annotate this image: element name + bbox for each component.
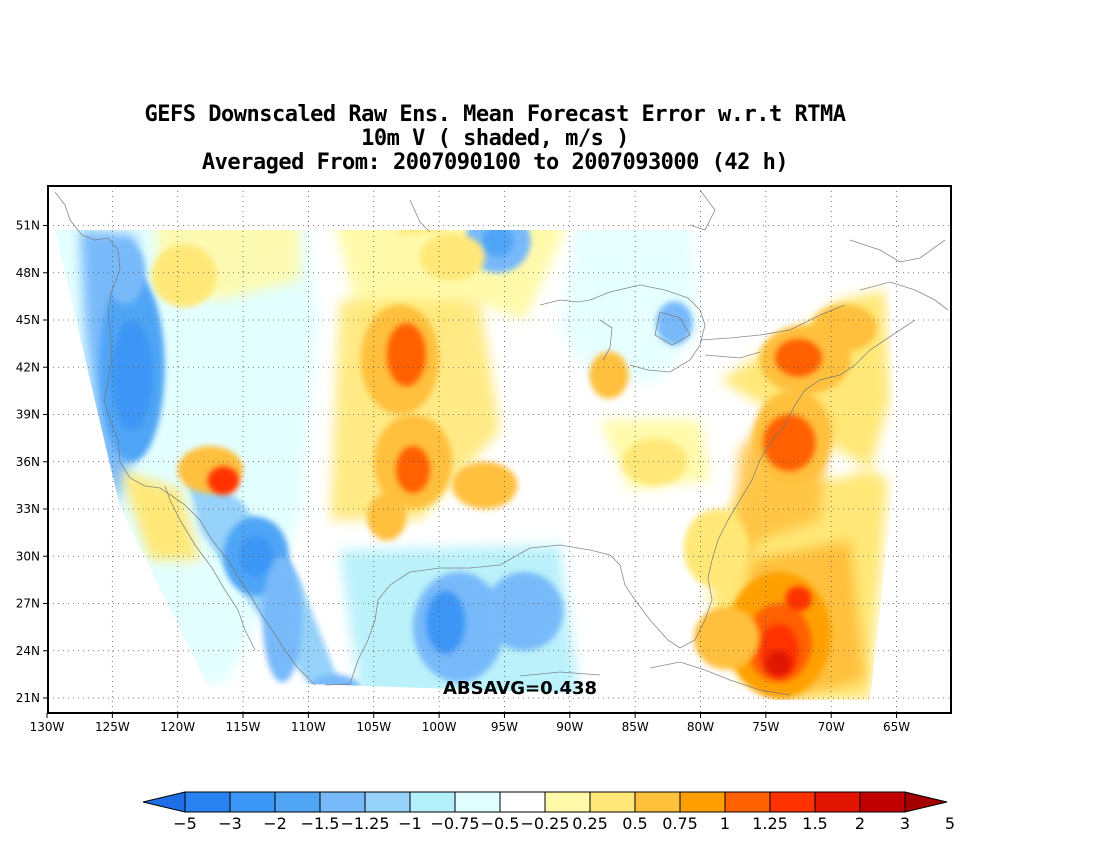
colorbar-low-arrow — [142, 791, 186, 813]
colorbar-label: 2 — [855, 814, 865, 833]
anomaly-region — [105, 241, 145, 305]
lat-tick-label: 39N — [16, 408, 40, 422]
anomaly-region — [785, 586, 812, 612]
lon-tick-label: 90W — [556, 720, 583, 734]
anomaly-region — [207, 466, 240, 495]
lat-tick-label: 30N — [16, 549, 40, 563]
colorbar-swatch — [319, 791, 366, 813]
anomaly-region — [763, 414, 816, 472]
colorbar-label: −5 — [173, 814, 197, 833]
colorbar-swatch — [409, 791, 456, 813]
colorbar-swatch — [454, 791, 501, 813]
colorbar-label: −3 — [218, 814, 242, 833]
chart-title: GEFS Downscaled Raw Ens. Mean Forecast E… — [0, 103, 990, 175]
lat-tick-label: 21N — [16, 691, 40, 705]
anomaly-region — [367, 493, 407, 541]
lon-tick-label: 85W — [622, 720, 649, 734]
anomaly-region — [765, 650, 793, 677]
title-line-2: 10m V ( shaded, m/s ) — [361, 126, 629, 151]
colorbar-swatch — [769, 791, 816, 813]
anomaly-region — [452, 461, 518, 509]
lat-axis: 51N 48N 45N 42N 39N 36N 33N 30N 27N 24N 21N — [16, 219, 48, 705]
anomaly-region — [151, 244, 217, 308]
colorbar-label: 0.75 — [662, 814, 698, 833]
colorbar-swatch — [184, 791, 231, 813]
lon-tick-label: 110W — [291, 720, 326, 734]
lon-tick-label: 80W — [687, 720, 714, 734]
colorbar-swatch — [544, 791, 591, 813]
lon-tick-label: 130W — [30, 720, 65, 734]
lon-tick-label: 100W — [422, 720, 457, 734]
anomaly-region — [811, 304, 877, 352]
colorbar-swatch — [724, 791, 771, 813]
title-line-1: GEFS Downscaled Raw Ens. Mean Forecast E… — [144, 102, 846, 127]
lon-axis: 130W 125W 120W 115W 110W 105W 100W 95W 90W 85W 80W… — [30, 713, 910, 734]
lon-tick-label: 115W — [226, 720, 261, 734]
colorbar-label: 3 — [900, 814, 910, 833]
colorbar-label: 0.5 — [622, 814, 647, 833]
colorbar-swatch — [229, 791, 276, 813]
colorbar-swatch — [499, 791, 546, 813]
anomaly-region — [775, 338, 822, 377]
anomaly-region — [396, 446, 430, 494]
colorbar-swatch — [814, 791, 861, 813]
colorbar: −5 −3 −2 −1.5 −1.25 −1 −0.75 −0.5 −0.25 0.25 0.5 0.… — [142, 791, 955, 833]
colorbar-label: 1.25 — [752, 814, 788, 833]
lat-tick-label: 24N — [16, 644, 40, 658]
map-plot — [48, 186, 951, 713]
anomaly-region — [419, 233, 485, 281]
lon-tick-label: 120W — [160, 720, 195, 734]
anomaly-region — [111, 320, 153, 431]
lat-tick-label: 36N — [16, 455, 40, 469]
title-line-3: Averaged From: 2007090100 to 2007093000 … — [201, 150, 789, 175]
lon-tick-label: 75W — [752, 720, 779, 734]
lon-tick-label: 70W — [818, 720, 845, 734]
colorbar-label: 5 — [945, 814, 955, 833]
colorbar-label: 0.25 — [572, 814, 608, 833]
colorbar-swatch — [634, 791, 681, 813]
lat-tick-label: 42N — [16, 360, 40, 374]
anomaly-region — [262, 556, 302, 683]
anomaly-region — [386, 323, 426, 387]
colorbar-label: 1 — [720, 814, 730, 833]
lon-tick-label: 65W — [883, 720, 910, 734]
colorbar-swatch — [589, 791, 636, 813]
plot-frame — [47, 185, 952, 714]
lat-tick-label: 51N — [16, 219, 40, 233]
anomaly-region — [656, 301, 693, 346]
colorbar-label: −1.5 — [301, 814, 340, 833]
colorbar-label: −1.25 — [340, 814, 389, 833]
lon-tick-label: 95W — [491, 720, 518, 734]
colorbar-label: −0.25 — [520, 814, 569, 833]
absavg-annotation: ABSAVG=0.438 — [443, 678, 597, 699]
lat-tick-label: 45N — [16, 313, 40, 327]
anomaly-region — [693, 606, 760, 670]
colorbar-swatch — [679, 791, 726, 813]
anomaly-region — [239, 535, 274, 577]
colorbar-label: 1.5 — [802, 814, 827, 833]
lon-tick-label: 105W — [356, 720, 391, 734]
anomaly-region — [683, 509, 749, 588]
anomaly-region — [426, 590, 466, 654]
anomaly-region — [484, 572, 564, 651]
colorbar-swatch — [364, 791, 411, 813]
colorbar-label: −2 — [263, 814, 287, 833]
lat-tick-label: 33N — [16, 502, 40, 516]
colorbar-label: −1 — [398, 814, 422, 833]
anomaly-region — [622, 438, 688, 486]
coastlines — [54, 189, 949, 696]
lat-tick-label: 48N — [16, 266, 40, 280]
anomaly-region — [589, 351, 629, 399]
colorbar-label: −0.5 — [481, 814, 520, 833]
lon-tick-label: 125W — [95, 720, 130, 734]
anomaly-region — [482, 230, 514, 258]
colorbar-swatch — [274, 791, 321, 813]
lat-tick-label: 27N — [16, 597, 40, 611]
colorbar-label: −0.75 — [430, 814, 479, 833]
colorbar-swatch — [859, 791, 906, 813]
colorbar-high-arrow — [904, 791, 948, 813]
graticule — [48, 186, 951, 713]
